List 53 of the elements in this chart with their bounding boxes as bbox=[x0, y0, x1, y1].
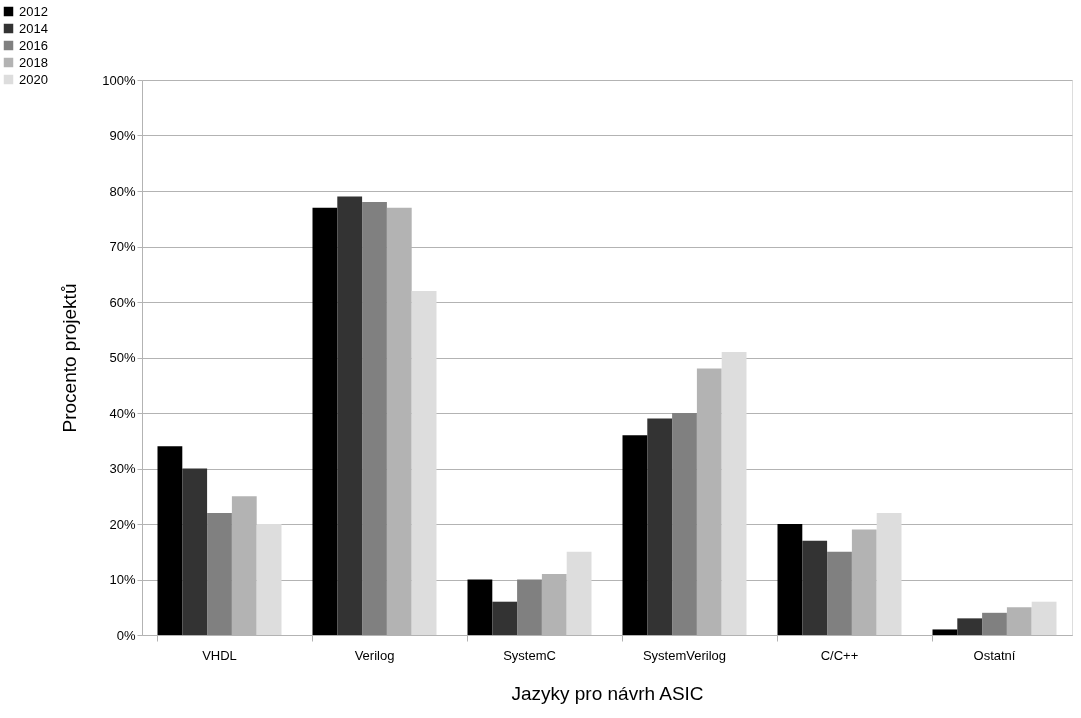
bar bbox=[1006, 607, 1032, 635]
bar bbox=[411, 290, 437, 635]
bar bbox=[541, 573, 567, 635]
bar bbox=[647, 418, 673, 635]
bar bbox=[517, 579, 542, 635]
bar bbox=[182, 468, 208, 635]
y-tick-label: 30% bbox=[109, 461, 136, 476]
bar bbox=[696, 368, 722, 635]
y-tick-label: 100% bbox=[102, 72, 136, 88]
bar bbox=[337, 196, 363, 635]
legend-label: 2014 bbox=[19, 20, 48, 36]
bar bbox=[721, 351, 747, 635]
y-tick-label: 50% bbox=[109, 350, 136, 365]
x-axis-title: Jazyky pro návrh ASIC bbox=[511, 682, 704, 704]
bar bbox=[1031, 601, 1057, 635]
bar bbox=[312, 207, 338, 635]
bar bbox=[672, 413, 697, 635]
bar bbox=[362, 202, 387, 635]
bar bbox=[802, 540, 828, 635]
bar bbox=[827, 551, 852, 635]
bar bbox=[492, 601, 518, 635]
bar bbox=[777, 524, 803, 635]
bar bbox=[622, 435, 648, 635]
y-axis-title: Procento projektů bbox=[59, 283, 81, 433]
x-tick-label: VHDL bbox=[202, 647, 237, 663]
bar bbox=[157, 446, 183, 635]
legend-label: 2020 bbox=[19, 71, 48, 87]
bar bbox=[932, 629, 958, 635]
bar bbox=[957, 618, 983, 635]
bar bbox=[207, 512, 232, 635]
bar bbox=[256, 524, 282, 635]
bar bbox=[876, 512, 902, 635]
bar bbox=[566, 551, 592, 635]
y-tick-label: 0% bbox=[116, 627, 136, 643]
y-tick-label: 20% bbox=[109, 516, 136, 532]
legend-label: 2016 bbox=[19, 37, 48, 53]
bar bbox=[851, 529, 877, 635]
bar bbox=[982, 612, 1007, 635]
x-tick-label: SystemC bbox=[503, 647, 556, 663]
x-tick-label: SystemVerilog bbox=[642, 647, 727, 663]
y-tick-label: 60% bbox=[109, 294, 136, 310]
x-tick-label: C/C++ bbox=[820, 647, 859, 663]
bar bbox=[231, 496, 257, 635]
y-tick-label: 10% bbox=[109, 572, 136, 587]
bar bbox=[467, 579, 493, 635]
legend-label: 2018 bbox=[19, 54, 48, 70]
y-tick-label: 80% bbox=[109, 183, 136, 199]
legend-label: 2012 bbox=[19, 3, 48, 19]
y-tick-label: 90% bbox=[109, 128, 136, 143]
y-tick-label: 70% bbox=[109, 239, 136, 254]
x-tick-label: Ostatní bbox=[973, 647, 1016, 663]
y-tick-label: 40% bbox=[109, 405, 136, 421]
x-tick-label: Verilog bbox=[354, 647, 395, 663]
